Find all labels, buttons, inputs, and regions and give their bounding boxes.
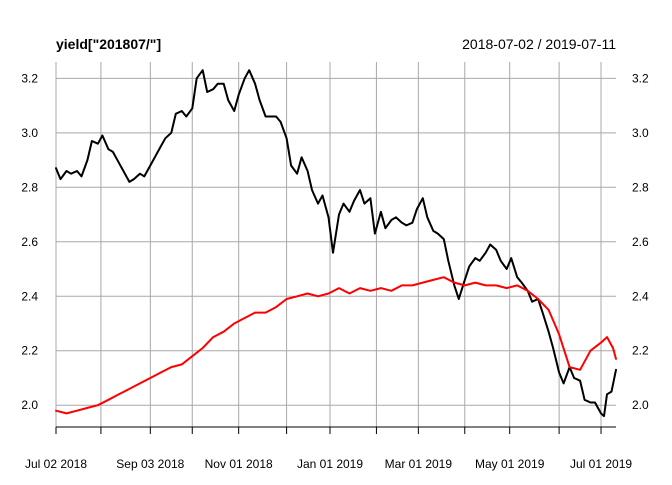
x-tick-label: Nov 01 2018 bbox=[205, 457, 273, 471]
y-tick-label-right: 2.6 bbox=[632, 235, 649, 249]
grid bbox=[55, 62, 616, 427]
date-range-label: 2018-07-02 / 2019-07-11 bbox=[462, 36, 616, 52]
chart-title: yield["201807/"] bbox=[56, 36, 161, 52]
y-tick-label-right: 3.0 bbox=[632, 126, 649, 140]
x-tick-label: Sep 03 2018 bbox=[116, 457, 184, 471]
y-tick-label-right: 2.0 bbox=[632, 398, 649, 412]
y-tick-label-left: 2.0 bbox=[21, 398, 38, 412]
y-tick-label-right: 2.8 bbox=[632, 180, 649, 194]
x-tick-label: Mar 01 2019 bbox=[385, 457, 453, 471]
series-lines bbox=[55, 69, 617, 418]
x-tick-label: Jul 02 2018 bbox=[25, 457, 87, 471]
axis-ticks: Jul 02 2018 Sep 03 2018 Nov 01 2018 Jan 01 … bbox=[21, 71, 649, 471]
y-tick-label-right: 2.4 bbox=[632, 289, 649, 303]
y-tick-label-left: 3.2 bbox=[21, 71, 38, 85]
y-tick-label-left: 2.2 bbox=[21, 344, 38, 358]
y-tick-label-left: 2.4 bbox=[21, 289, 38, 303]
x-tick-label: Jul 01 2019 bbox=[570, 457, 632, 471]
y-tick-label-right: 3.2 bbox=[632, 71, 649, 85]
series-line-red bbox=[55, 276, 617, 415]
x-tick-label: Jan 01 2019 bbox=[297, 457, 363, 471]
x-tick-label: May 01 2019 bbox=[475, 457, 545, 471]
y-tick-label-left: 2.8 bbox=[21, 180, 38, 194]
y-tick-label-right: 2.2 bbox=[632, 344, 649, 358]
y-tick-label-left: 2.6 bbox=[21, 235, 38, 249]
y-tick-label-left: 3.0 bbox=[21, 126, 38, 140]
